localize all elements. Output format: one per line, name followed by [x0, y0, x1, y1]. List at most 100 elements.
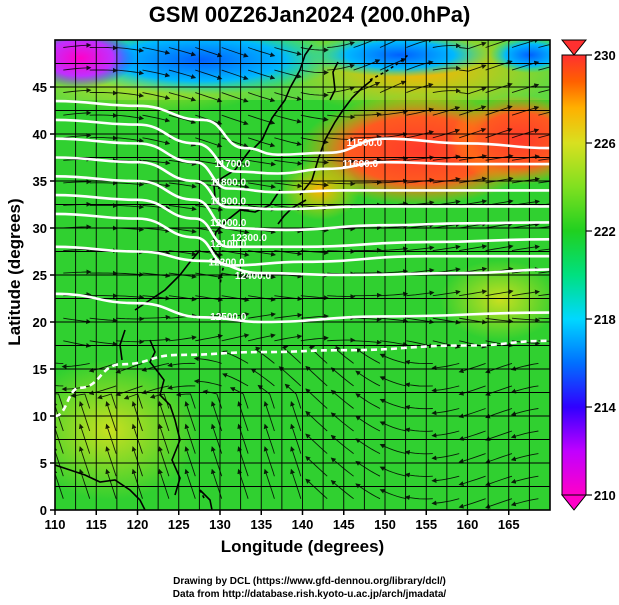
wind-streamline [510, 475, 539, 484]
wind-streamline [511, 83, 540, 94]
wind-streamline [459, 41, 487, 50]
lat-tick-label: 20 [33, 315, 47, 330]
lon-tick-label: 125 [168, 517, 190, 532]
wind-streamline [158, 446, 170, 477]
wind-streamline [538, 44, 550, 48]
wind-streamline [431, 498, 460, 506]
wind-streamline [141, 385, 169, 395]
wind-streamline [485, 244, 514, 252]
wind-streamline [459, 64, 487, 72]
height-contour-line [55, 292, 550, 324]
contour-label: 12500.0 [210, 312, 247, 323]
wind-streamline [485, 221, 514, 229]
wind-streamline [116, 294, 145, 300]
temperature-shading [55, 40, 550, 510]
wind-streamline [330, 367, 354, 387]
wind-streamline [459, 86, 487, 95]
contour-labels: 11500.0 11600.0 11700.0 11800.0 11900.0 12000… [209, 138, 383, 323]
wind-streamline [432, 43, 461, 49]
wind-streamline [353, 179, 382, 185]
wind-streamline [78, 446, 91, 477]
lon-tick-label: 155 [415, 517, 437, 532]
wind-streamline [485, 60, 513, 71]
wind-streamline [229, 387, 249, 409]
wind-streamline [254, 346, 275, 364]
wind-streamline [431, 453, 460, 461]
wind-streamline [142, 337, 171, 343]
wind-streamline [63, 42, 92, 48]
chart-title: GSM 00Z26Jan2024 (200.0hPa) [148, 2, 471, 27]
wind-streamline [510, 408, 539, 416]
wind-streamline [89, 340, 118, 347]
wind-streamline [404, 495, 433, 501]
wind-streamline [237, 446, 249, 477]
wind-streamline [89, 135, 118, 141]
wind-streamline [353, 40, 381, 48]
wind-streamline [510, 498, 539, 507]
wind-streamline [116, 69, 145, 76]
x-axis-label: Longitude (degrees) [220, 537, 385, 556]
wind-streamline [485, 317, 514, 324]
wind-streamline [404, 472, 433, 478]
wind-streamline [278, 366, 302, 387]
wind-streamline [282, 344, 302, 364]
height-contour-line [55, 245, 550, 277]
wind-streamline [105, 401, 117, 432]
wind-streamline [485, 289, 514, 297]
wind-streamline [55, 362, 64, 364]
lat-tick-label: 15 [33, 362, 47, 377]
wind-streamline [63, 269, 92, 275]
wind-streamline [305, 478, 328, 500]
wind-streamline [116, 92, 145, 98]
wind-streamline [330, 457, 354, 477]
wind-streamline [327, 86, 355, 94]
wind-streamline [353, 59, 381, 71]
wind-streamline [538, 66, 550, 71]
wind-streamline [89, 45, 118, 51]
wind-streamline [274, 92, 302, 101]
wind-streamline [158, 401, 170, 432]
wind-streamline [175, 391, 196, 409]
wind-streamline [353, 316, 382, 322]
wind-streamline [458, 385, 486, 396]
wind-streamline [431, 430, 460, 438]
wind-streamline [485, 362, 513, 374]
lat-tick-label: 40 [33, 127, 47, 142]
wind-streamline [168, 92, 197, 102]
height-contour-line [55, 137, 550, 194]
lat-tick-label: 35 [33, 174, 47, 189]
wind-streamline [485, 475, 513, 487]
contour-label: 11600.0 [342, 159, 378, 170]
wind-streamline [510, 362, 539, 371]
lon-tick-label: 160 [457, 517, 479, 532]
wind-streamline [89, 112, 118, 118]
colorbar-tick-label: 210 [594, 488, 616, 503]
wind-streamline [305, 433, 328, 454]
wind-streamline [168, 114, 197, 125]
wind-streamline [404, 427, 433, 433]
wind-streamline [168, 159, 197, 167]
wind-streamline [63, 133, 92, 139]
wind-streamline [305, 365, 328, 387]
wind-streamline [485, 82, 513, 94]
colorbar-tick-label: 222 [594, 224, 616, 239]
lat-lon-grid [55, 40, 550, 510]
contour-label: 11500.0 [347, 138, 383, 149]
wind-streamline [327, 294, 356, 300]
wind-streamline [432, 222, 461, 229]
wind-streamline [116, 181, 145, 187]
wind-streamline [432, 88, 461, 94]
lat-tick-label: 0 [40, 503, 47, 518]
data-credit: Data from http://database.rish.kyoto-u.a… [172, 589, 447, 600]
wind-streamline [149, 393, 170, 409]
wind-streamline [116, 47, 145, 53]
wind-streamline [458, 362, 486, 374]
wind-streamline [432, 244, 461, 252]
y-axis-label: Latitude (degrees) [5, 198, 24, 346]
wind-streamline [404, 404, 433, 410]
lon-tick-label: 145 [333, 517, 355, 532]
lon-tick-label: 140 [292, 517, 314, 532]
wind-streamline [221, 47, 249, 58]
wind-streamline [168, 335, 197, 342]
wind-streamline [511, 317, 541, 323]
